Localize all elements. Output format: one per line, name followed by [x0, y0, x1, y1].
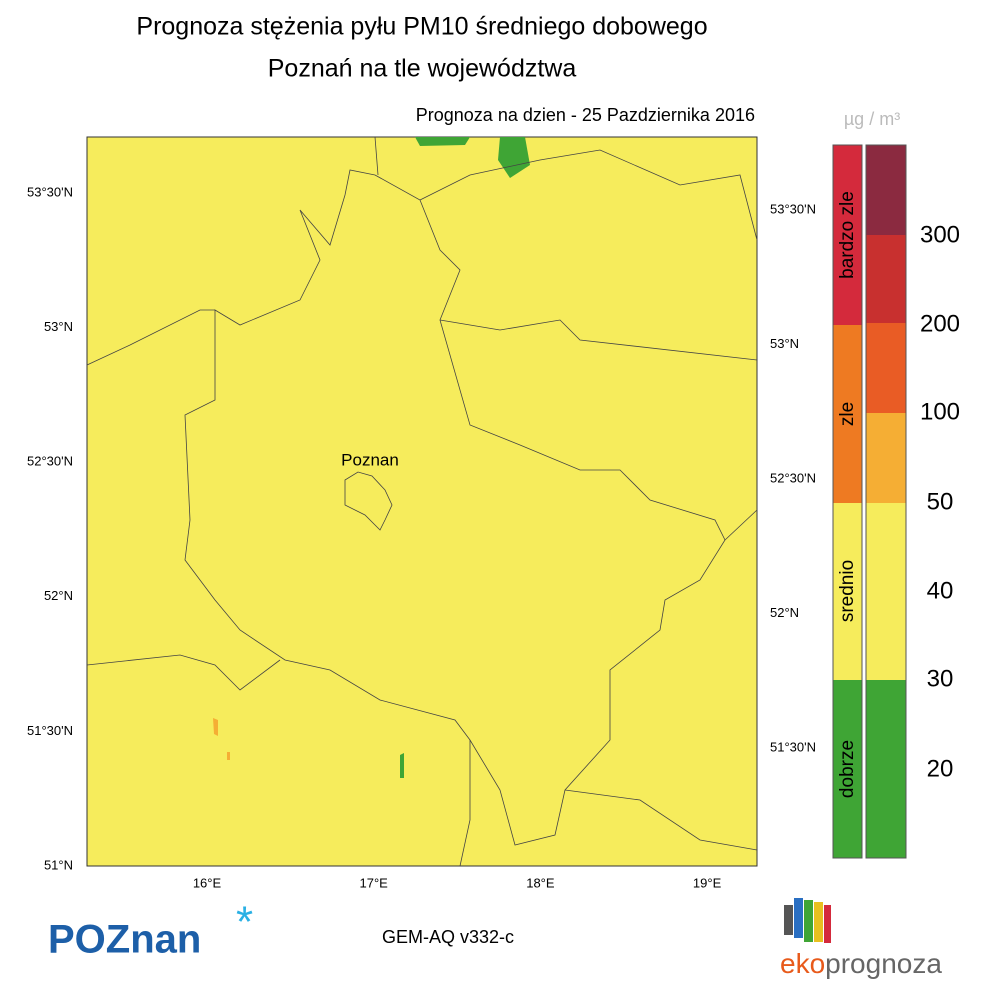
- level-band: [866, 323, 906, 413]
- lat-label: 52°N: [770, 605, 799, 620]
- lat-label: 53°30'N: [27, 184, 73, 199]
- subtitle: Poznań na tle województwa: [268, 55, 577, 83]
- map-frame: [86, 136, 758, 867]
- level-label: 30: [927, 665, 954, 692]
- level-label: 50: [927, 488, 954, 515]
- title: Prognoza stężenia pyłu PM10 średniego do…: [136, 13, 707, 41]
- logo-right: ekoprognoza: [780, 948, 942, 979]
- category-band: [833, 680, 862, 858]
- level-label: 40: [927, 577, 954, 604]
- level-band: [866, 413, 906, 503]
- logo-icon: [784, 898, 831, 943]
- level-band: [866, 145, 906, 235]
- region-border: [86, 136, 758, 867]
- level-label: 200: [920, 310, 960, 337]
- lon-label: 19°E: [693, 875, 722, 890]
- date-line: Prognoza na dzien - 25 Pazdziernika 2016: [416, 105, 755, 125]
- logo-star: *: [236, 898, 253, 947]
- lat-label: 52°N: [44, 588, 73, 603]
- category-band: [833, 325, 862, 503]
- lat-label: 51°30'N: [27, 723, 73, 738]
- lon-label: 16°E: [193, 875, 222, 890]
- model-label: GEM-AQ v332-c: [382, 927, 514, 947]
- lat-label: 51°30'N: [770, 739, 816, 754]
- level-band: [866, 680, 906, 858]
- logo-right-b: prognoza: [825, 948, 942, 979]
- category-band: [833, 503, 862, 680]
- category-label: srednio: [837, 560, 858, 622]
- category-label: zle: [837, 402, 858, 426]
- level-band: [866, 503, 906, 680]
- level-label: 100: [920, 398, 960, 425]
- lon-label: 18°E: [526, 875, 555, 890]
- voivodeship-border: [184, 169, 726, 846]
- category-label: dobrze: [837, 740, 858, 798]
- level-label: 300: [920, 221, 960, 248]
- logo-left: POZnan: [48, 918, 201, 962]
- legend-labels: bardzo zle zle srednio dobrze 300 200 100 50 40 3…: [837, 191, 960, 798]
- category-band: [833, 145, 862, 325]
- lat-label: 53°30'N: [770, 201, 816, 216]
- legend: µg / m³ bardzo zle zle srednio dobrze 300 200…: [832, 109, 960, 859]
- map: Poznan 53°30'N 53°N 52°30'N 52°N 51°30'N 51°N…: [27, 136, 816, 890]
- logo-right-a: eko: [780, 948, 825, 979]
- lat-label: 52°30'N: [27, 454, 73, 469]
- band-frame: [832, 144, 863, 859]
- lat-label: 51°N: [44, 857, 73, 872]
- band-frame: [865, 144, 907, 859]
- city-border: [344, 471, 393, 531]
- lat-label: 52°30'N: [770, 470, 816, 485]
- green-patch: [400, 753, 404, 778]
- orange-patch: [227, 752, 230, 760]
- coordinate-labels: 53°30'N 53°N 52°30'N 52°N 51°30'N 51°N 53°30'N…: [27, 184, 816, 890]
- unit-label: µg / m³: [844, 109, 900, 129]
- level-band: [866, 235, 906, 323]
- green-patch: [498, 137, 530, 178]
- level-label: 20: [927, 755, 954, 782]
- lon-label: 17°E: [360, 875, 389, 890]
- lat-label: 53°N: [770, 336, 799, 351]
- city-label: Poznan: [341, 450, 399, 469]
- green-patch: [415, 137, 470, 146]
- category-label: bardzo zle: [837, 191, 858, 279]
- lat-label: 53°N: [44, 319, 73, 334]
- orange-patch: [213, 718, 218, 736]
